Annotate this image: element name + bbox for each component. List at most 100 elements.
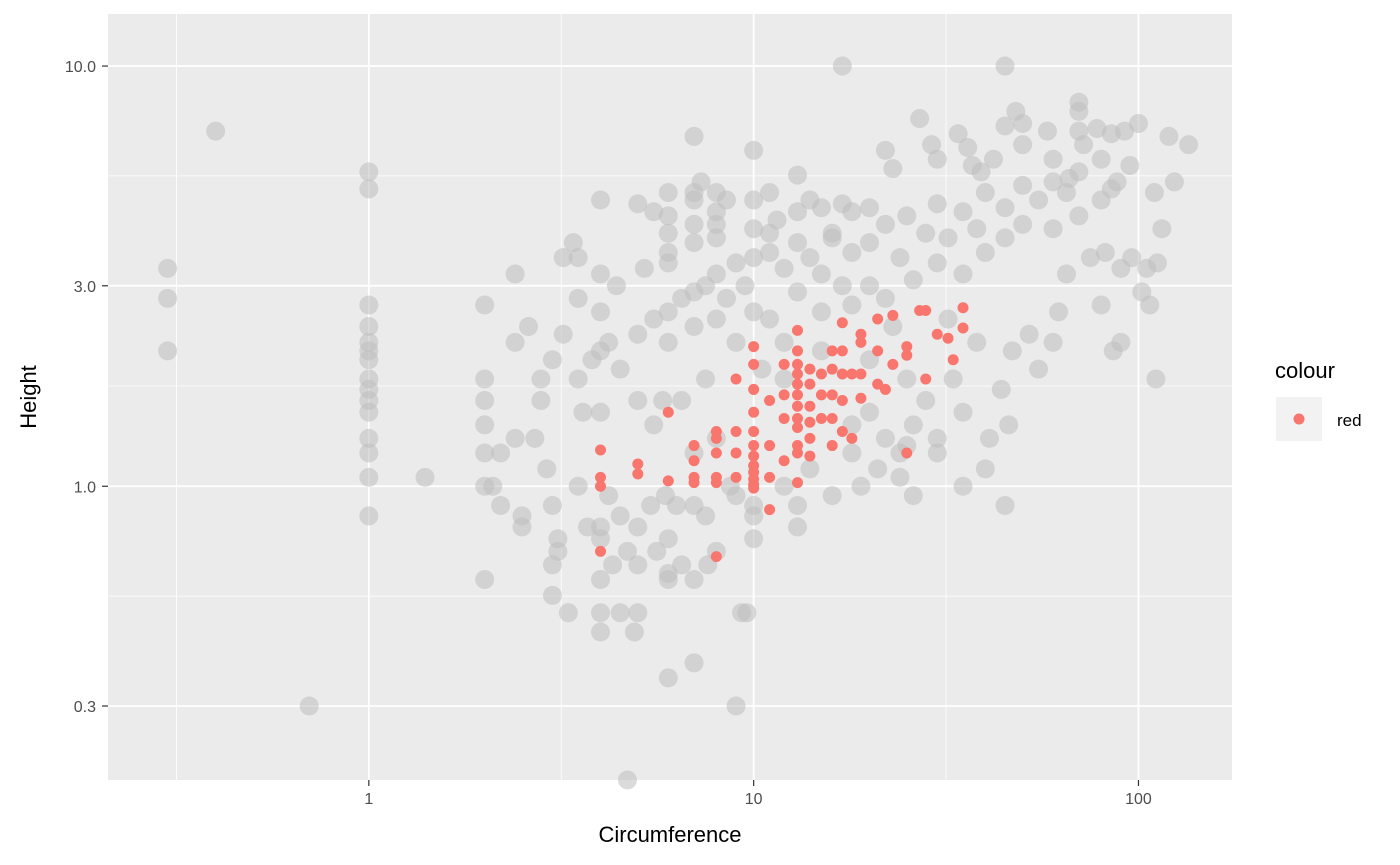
grey-point <box>1074 135 1094 155</box>
grey-point <box>800 248 820 268</box>
grey-point <box>1013 135 1033 155</box>
red-point <box>901 447 913 459</box>
grey-point <box>591 264 611 284</box>
grey-point <box>483 476 503 496</box>
grey-point <box>624 622 644 642</box>
grey-point <box>1029 190 1049 210</box>
x-axis: 1 10 100 <box>364 780 1152 808</box>
x-axis-title: Circumference <box>598 822 741 847</box>
grey-point <box>927 428 947 448</box>
grey-point <box>1164 172 1184 192</box>
x-tick-label: 10 <box>745 791 763 808</box>
red-point <box>855 328 867 340</box>
grey-point <box>582 350 602 370</box>
grey-point <box>890 248 910 268</box>
grey-point <box>897 206 917 226</box>
grey-point <box>1122 248 1142 268</box>
grey-point <box>999 415 1019 435</box>
grey-point <box>774 369 794 389</box>
grey-point <box>744 302 764 322</box>
grey-point <box>1043 219 1063 239</box>
grey-point <box>568 476 588 496</box>
red-point <box>947 354 959 366</box>
grey-point <box>591 402 611 422</box>
grey-point <box>875 140 895 160</box>
grey-point <box>716 190 736 210</box>
grey-point <box>1043 149 1063 169</box>
red-point <box>855 368 867 380</box>
red-point <box>804 363 816 375</box>
red-point <box>836 345 848 357</box>
y-axis: 0.3 1.0 3.0 10.0 <box>65 59 108 716</box>
grey-point <box>842 443 862 463</box>
grey-point <box>658 183 678 203</box>
red-points-layer <box>595 302 969 563</box>
red-point <box>815 412 827 424</box>
grey-point <box>1147 253 1167 273</box>
grey-point <box>606 276 626 296</box>
grey-point <box>603 555 623 575</box>
red-point <box>748 406 760 418</box>
grey-point <box>726 486 746 506</box>
grey-point <box>991 379 1011 399</box>
red-point <box>791 368 803 380</box>
grey-point <box>1091 295 1111 315</box>
grey-point <box>628 603 648 623</box>
grey-point <box>811 302 831 322</box>
grey-point <box>744 248 764 268</box>
grey-point <box>927 149 947 169</box>
red-point <box>748 440 760 452</box>
red-point <box>815 389 827 401</box>
red-point <box>778 358 790 370</box>
grey-point <box>868 459 888 479</box>
red-point <box>920 304 932 316</box>
y-tick-label: 0.3 <box>74 699 96 716</box>
grey-point <box>696 506 716 526</box>
grey-point <box>811 198 831 218</box>
grey-point <box>553 324 573 344</box>
grey-point <box>832 276 852 296</box>
grey-point <box>1043 332 1063 352</box>
grey-point <box>953 402 973 422</box>
grey-point <box>706 264 726 284</box>
grey-point <box>568 288 588 308</box>
grey-point <box>706 228 726 248</box>
legend-label-red: red <box>1337 411 1362 430</box>
red-point <box>710 432 722 444</box>
grey-point <box>684 570 704 590</box>
grey-point <box>744 219 764 239</box>
grey-point <box>568 248 588 268</box>
grey-point <box>811 264 831 284</box>
grey-point <box>971 162 991 182</box>
y-tick-label: 1.0 <box>74 479 96 496</box>
grey-point <box>1140 295 1160 315</box>
grey-point <box>832 56 852 76</box>
red-point <box>804 400 816 412</box>
grey-point <box>512 517 532 537</box>
grey-point <box>787 517 807 537</box>
red-point <box>901 349 913 361</box>
red-point <box>887 358 899 370</box>
grey-point <box>359 402 379 422</box>
grey-point <box>519 316 539 336</box>
minor-gridlines <box>108 14 1232 780</box>
grey-point <box>542 585 562 605</box>
grey-point <box>1029 359 1049 379</box>
red-point <box>879 383 891 395</box>
red-point <box>872 313 884 325</box>
grey-point <box>975 242 995 262</box>
grey-point <box>744 529 764 549</box>
grey-point <box>979 428 999 448</box>
grey-point <box>1159 126 1179 146</box>
grey-point <box>1144 183 1164 203</box>
grey-point <box>1013 113 1033 133</box>
grey-point <box>760 242 780 262</box>
red-point <box>595 545 607 557</box>
grey-point <box>1002 341 1022 361</box>
grey-point <box>599 332 619 352</box>
grey-point <box>644 415 664 435</box>
grey-point <box>842 202 862 222</box>
grey-point <box>927 443 947 463</box>
legend-key-dot <box>1293 413 1305 425</box>
